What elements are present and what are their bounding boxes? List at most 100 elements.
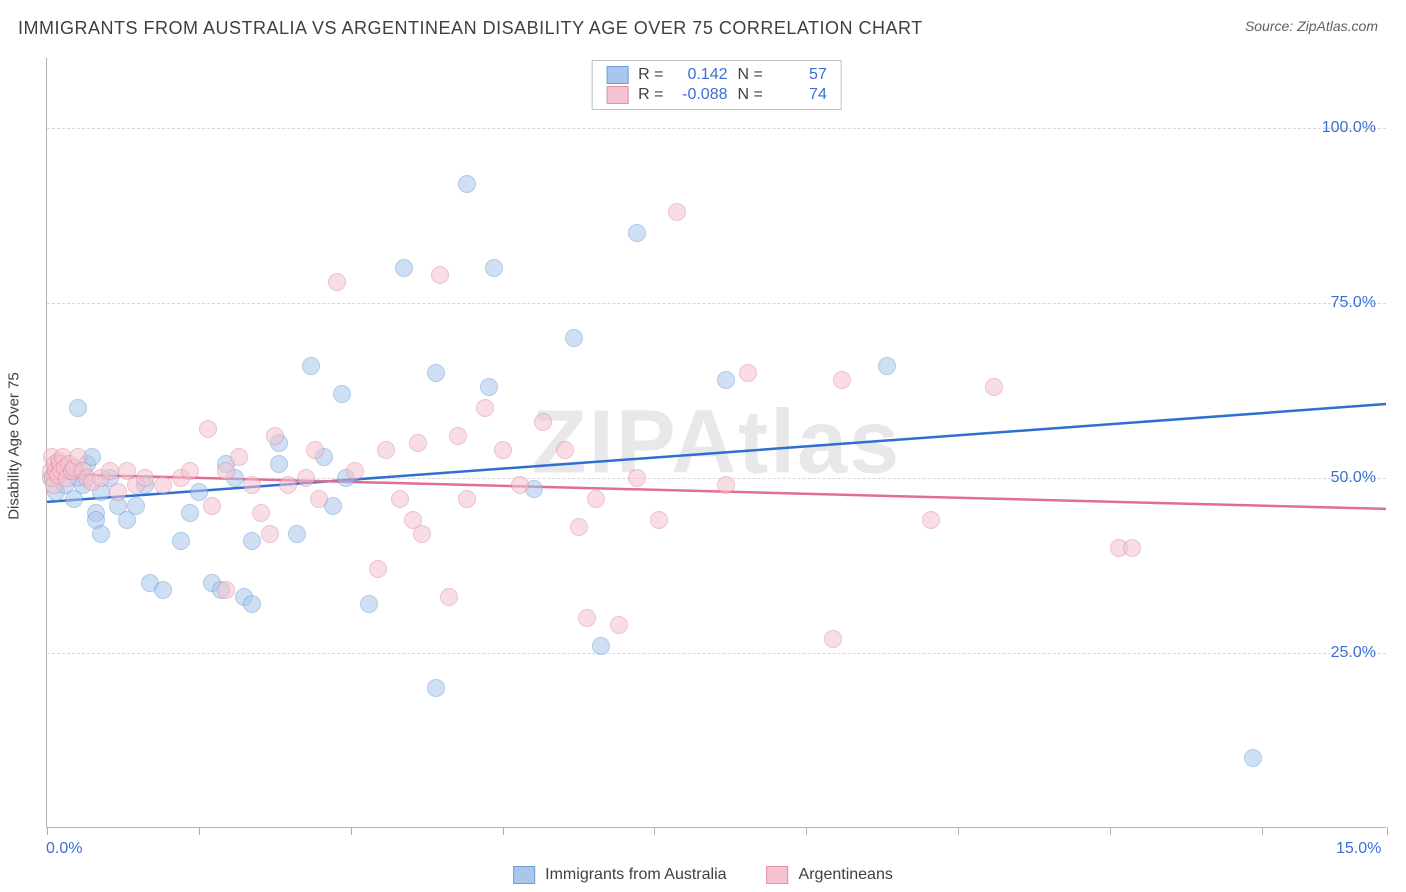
- data-point-series-1: [824, 630, 842, 648]
- data-point-series-1: [199, 420, 217, 438]
- legend-item-1: Argentineans: [767, 866, 893, 884]
- data-point-series-1: [511, 476, 529, 494]
- data-point-series-1: [922, 511, 940, 529]
- data-point-series-0: [485, 259, 503, 277]
- data-point-series-1: [985, 378, 1003, 396]
- data-point-series-1: [494, 441, 512, 459]
- stat-r-value-1: -0.088: [674, 86, 728, 104]
- data-point-series-0: [154, 581, 172, 599]
- data-point-series-1: [181, 462, 199, 480]
- data-point-series-1: [650, 511, 668, 529]
- data-point-series-1: [101, 462, 119, 480]
- data-point-series-1: [346, 462, 364, 480]
- x-tick: [199, 827, 200, 835]
- data-point-series-1: [833, 371, 851, 389]
- data-point-series-1: [534, 413, 552, 431]
- data-point-series-1: [217, 462, 235, 480]
- data-point-series-1: [266, 427, 284, 445]
- data-point-series-1: [230, 448, 248, 466]
- data-point-series-1: [610, 616, 628, 634]
- data-point-series-0: [480, 378, 498, 396]
- x-tick: [503, 827, 504, 835]
- data-point-series-1: [739, 364, 757, 382]
- data-point-series-1: [261, 525, 279, 543]
- data-point-series-1: [377, 441, 395, 459]
- data-point-series-1: [109, 483, 127, 501]
- y-tick-label: 50.0%: [1331, 469, 1376, 487]
- data-point-series-1: [154, 476, 172, 494]
- data-point-series-1: [570, 518, 588, 536]
- data-point-series-0: [270, 455, 288, 473]
- x-tick-label: 0.0%: [46, 840, 82, 858]
- x-tick: [1110, 827, 1111, 835]
- data-point-series-0: [628, 224, 646, 242]
- data-point-series-1: [391, 490, 409, 508]
- data-point-series-1: [431, 266, 449, 284]
- data-point-series-0: [243, 595, 261, 613]
- data-point-series-0: [181, 504, 199, 522]
- page-title: IMMIGRANTS FROM AUSTRALIA VS ARGENTINEAN…: [18, 18, 923, 39]
- data-point-series-0: [172, 532, 190, 550]
- data-point-series-0: [592, 637, 610, 655]
- data-point-series-1: [252, 504, 270, 522]
- stats-row-series-1: R = -0.088 N = 74: [606, 85, 827, 105]
- data-point-series-1: [556, 441, 574, 459]
- data-point-series-0: [288, 525, 306, 543]
- data-point-series-1: [476, 399, 494, 417]
- x-tick: [806, 827, 807, 835]
- x-tick-label: 15.0%: [1336, 840, 1381, 858]
- data-point-series-0: [565, 329, 583, 347]
- gridline: [47, 303, 1386, 304]
- x-tick: [47, 827, 48, 835]
- x-tick: [1387, 827, 1388, 835]
- swatch-series-1: [606, 86, 628, 104]
- stat-n-label: N =: [738, 86, 763, 104]
- data-point-series-1: [1123, 539, 1141, 557]
- data-point-series-0: [878, 357, 896, 375]
- legend-label-1: Argentineans: [799, 866, 893, 884]
- stat-n-value-0: 57: [773, 66, 827, 84]
- data-point-series-0: [427, 364, 445, 382]
- data-point-series-1: [279, 476, 297, 494]
- data-point-series-1: [458, 490, 476, 508]
- data-point-series-1: [203, 497, 221, 515]
- data-point-series-0: [395, 259, 413, 277]
- data-point-series-1: [243, 476, 261, 494]
- data-point-series-1: [628, 469, 646, 487]
- stat-r-value-0: 0.142: [674, 66, 728, 84]
- data-point-series-0: [458, 175, 476, 193]
- data-point-series-0: [717, 371, 735, 389]
- data-point-series-0: [302, 357, 320, 375]
- data-point-series-1: [369, 560, 387, 578]
- gridline: [47, 653, 1386, 654]
- data-point-series-0: [92, 525, 110, 543]
- x-tick: [351, 827, 352, 835]
- swatch-series-0: [606, 66, 628, 84]
- stats-legend: R = 0.142 N = 57 R = -0.088 N = 74: [591, 60, 842, 110]
- data-point-series-0: [360, 595, 378, 613]
- legend-swatch-0: [513, 866, 535, 884]
- x-tick: [1262, 827, 1263, 835]
- data-point-series-0: [127, 497, 145, 515]
- x-tick: [958, 827, 959, 835]
- data-point-series-0: [69, 399, 87, 417]
- data-point-series-0: [333, 385, 351, 403]
- y-tick-label: 25.0%: [1331, 644, 1376, 662]
- legend-swatch-1: [767, 866, 789, 884]
- data-point-series-1: [306, 441, 324, 459]
- data-point-series-1: [217, 581, 235, 599]
- stat-r-label: R =: [638, 86, 663, 104]
- stat-n-label: N =: [738, 66, 763, 84]
- data-point-series-1: [668, 203, 686, 221]
- data-point-series-1: [587, 490, 605, 508]
- y-axis-label: Disability Age Over 75: [6, 372, 23, 520]
- data-point-series-1: [310, 490, 328, 508]
- data-point-series-0: [190, 483, 208, 501]
- data-point-series-0: [427, 679, 445, 697]
- scatter-chart: ZIPAtlas 25.0%50.0%75.0%100.0% R = 0.142…: [46, 58, 1386, 828]
- data-point-series-1: [578, 609, 596, 627]
- data-point-series-1: [328, 273, 346, 291]
- gridline: [47, 128, 1386, 129]
- data-point-series-1: [297, 469, 315, 487]
- stats-row-series-0: R = 0.142 N = 57: [606, 65, 827, 85]
